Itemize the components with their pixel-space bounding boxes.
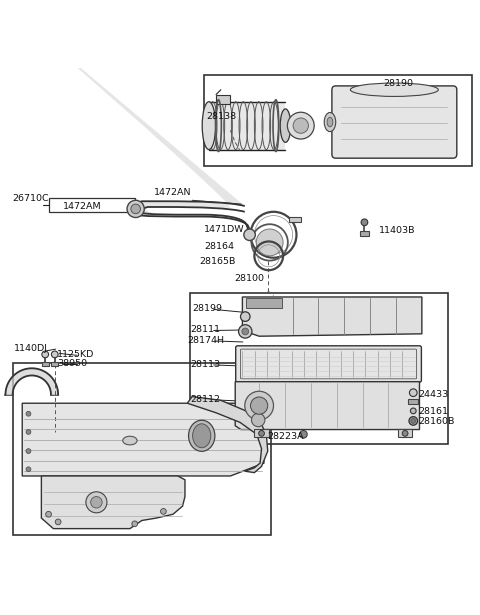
Circle shape xyxy=(132,521,138,526)
Bar xyxy=(216,95,230,104)
Circle shape xyxy=(51,351,58,358)
Circle shape xyxy=(245,391,274,420)
Polygon shape xyxy=(242,297,422,336)
Text: 24433: 24433 xyxy=(418,390,448,399)
Circle shape xyxy=(402,430,408,436)
Circle shape xyxy=(293,118,309,133)
Polygon shape xyxy=(187,397,268,472)
Text: 28113: 28113 xyxy=(191,360,221,369)
Text: 28190: 28190 xyxy=(384,79,414,88)
Text: 28100: 28100 xyxy=(234,274,264,283)
Circle shape xyxy=(131,204,141,213)
Text: 1471DW: 1471DW xyxy=(204,226,245,234)
Text: 28111: 28111 xyxy=(191,325,221,335)
Ellipse shape xyxy=(327,117,333,127)
Circle shape xyxy=(288,112,314,139)
Ellipse shape xyxy=(252,413,265,427)
Text: 1125KD: 1125KD xyxy=(57,350,95,359)
Circle shape xyxy=(42,351,48,358)
Bar xyxy=(12,362,271,535)
Circle shape xyxy=(300,430,307,438)
Bar xyxy=(204,76,472,166)
Circle shape xyxy=(55,519,61,525)
Bar xyxy=(190,293,448,444)
Text: 1472AN: 1472AN xyxy=(154,188,192,197)
Bar xyxy=(209,101,286,149)
Circle shape xyxy=(239,325,252,338)
Ellipse shape xyxy=(123,436,137,445)
Polygon shape xyxy=(5,368,58,395)
Bar xyxy=(360,231,369,236)
Circle shape xyxy=(160,509,166,514)
Circle shape xyxy=(46,512,51,517)
Text: 26710C: 26710C xyxy=(12,194,49,203)
Text: 28223A: 28223A xyxy=(268,432,304,441)
Circle shape xyxy=(256,229,283,256)
Text: 28112: 28112 xyxy=(191,395,221,404)
Text: 28199: 28199 xyxy=(192,304,222,313)
Circle shape xyxy=(91,496,102,508)
Text: 28160B: 28160B xyxy=(418,418,455,426)
FancyBboxPatch shape xyxy=(332,86,457,158)
Circle shape xyxy=(242,328,249,335)
Ellipse shape xyxy=(280,109,291,143)
Bar xyxy=(254,429,269,437)
Circle shape xyxy=(26,449,31,453)
Text: 11403B: 11403B xyxy=(379,226,415,236)
Bar xyxy=(42,362,48,366)
Circle shape xyxy=(251,397,268,415)
Ellipse shape xyxy=(350,83,438,97)
Bar xyxy=(246,298,282,308)
Circle shape xyxy=(127,200,144,218)
Text: 28164: 28164 xyxy=(204,242,234,251)
Circle shape xyxy=(26,467,31,472)
Circle shape xyxy=(244,229,255,240)
Circle shape xyxy=(410,408,416,414)
Circle shape xyxy=(361,219,368,226)
Circle shape xyxy=(26,429,31,434)
Circle shape xyxy=(409,416,418,425)
Ellipse shape xyxy=(189,420,215,451)
Bar xyxy=(48,199,135,212)
Bar xyxy=(51,362,58,366)
Ellipse shape xyxy=(202,101,216,149)
Text: 28165B: 28165B xyxy=(199,256,236,266)
Circle shape xyxy=(259,430,264,436)
Circle shape xyxy=(26,411,31,416)
Bar xyxy=(289,216,301,222)
Text: 28138: 28138 xyxy=(206,111,237,121)
Polygon shape xyxy=(235,382,420,429)
Text: 38950: 38950 xyxy=(57,359,87,368)
Text: 1472AM: 1472AM xyxy=(63,202,102,210)
Circle shape xyxy=(411,419,416,423)
PathPatch shape xyxy=(0,201,250,615)
Polygon shape xyxy=(22,403,264,476)
Ellipse shape xyxy=(192,424,211,448)
Bar xyxy=(398,429,412,437)
Bar xyxy=(408,399,418,404)
Ellipse shape xyxy=(324,113,336,132)
Circle shape xyxy=(86,492,107,513)
Circle shape xyxy=(409,389,417,397)
Text: 1140DJ: 1140DJ xyxy=(13,344,48,353)
FancyBboxPatch shape xyxy=(236,346,421,382)
Polygon shape xyxy=(41,476,185,529)
Circle shape xyxy=(240,312,250,322)
Text: 28161: 28161 xyxy=(418,407,448,416)
Text: 28174H: 28174H xyxy=(187,336,224,344)
